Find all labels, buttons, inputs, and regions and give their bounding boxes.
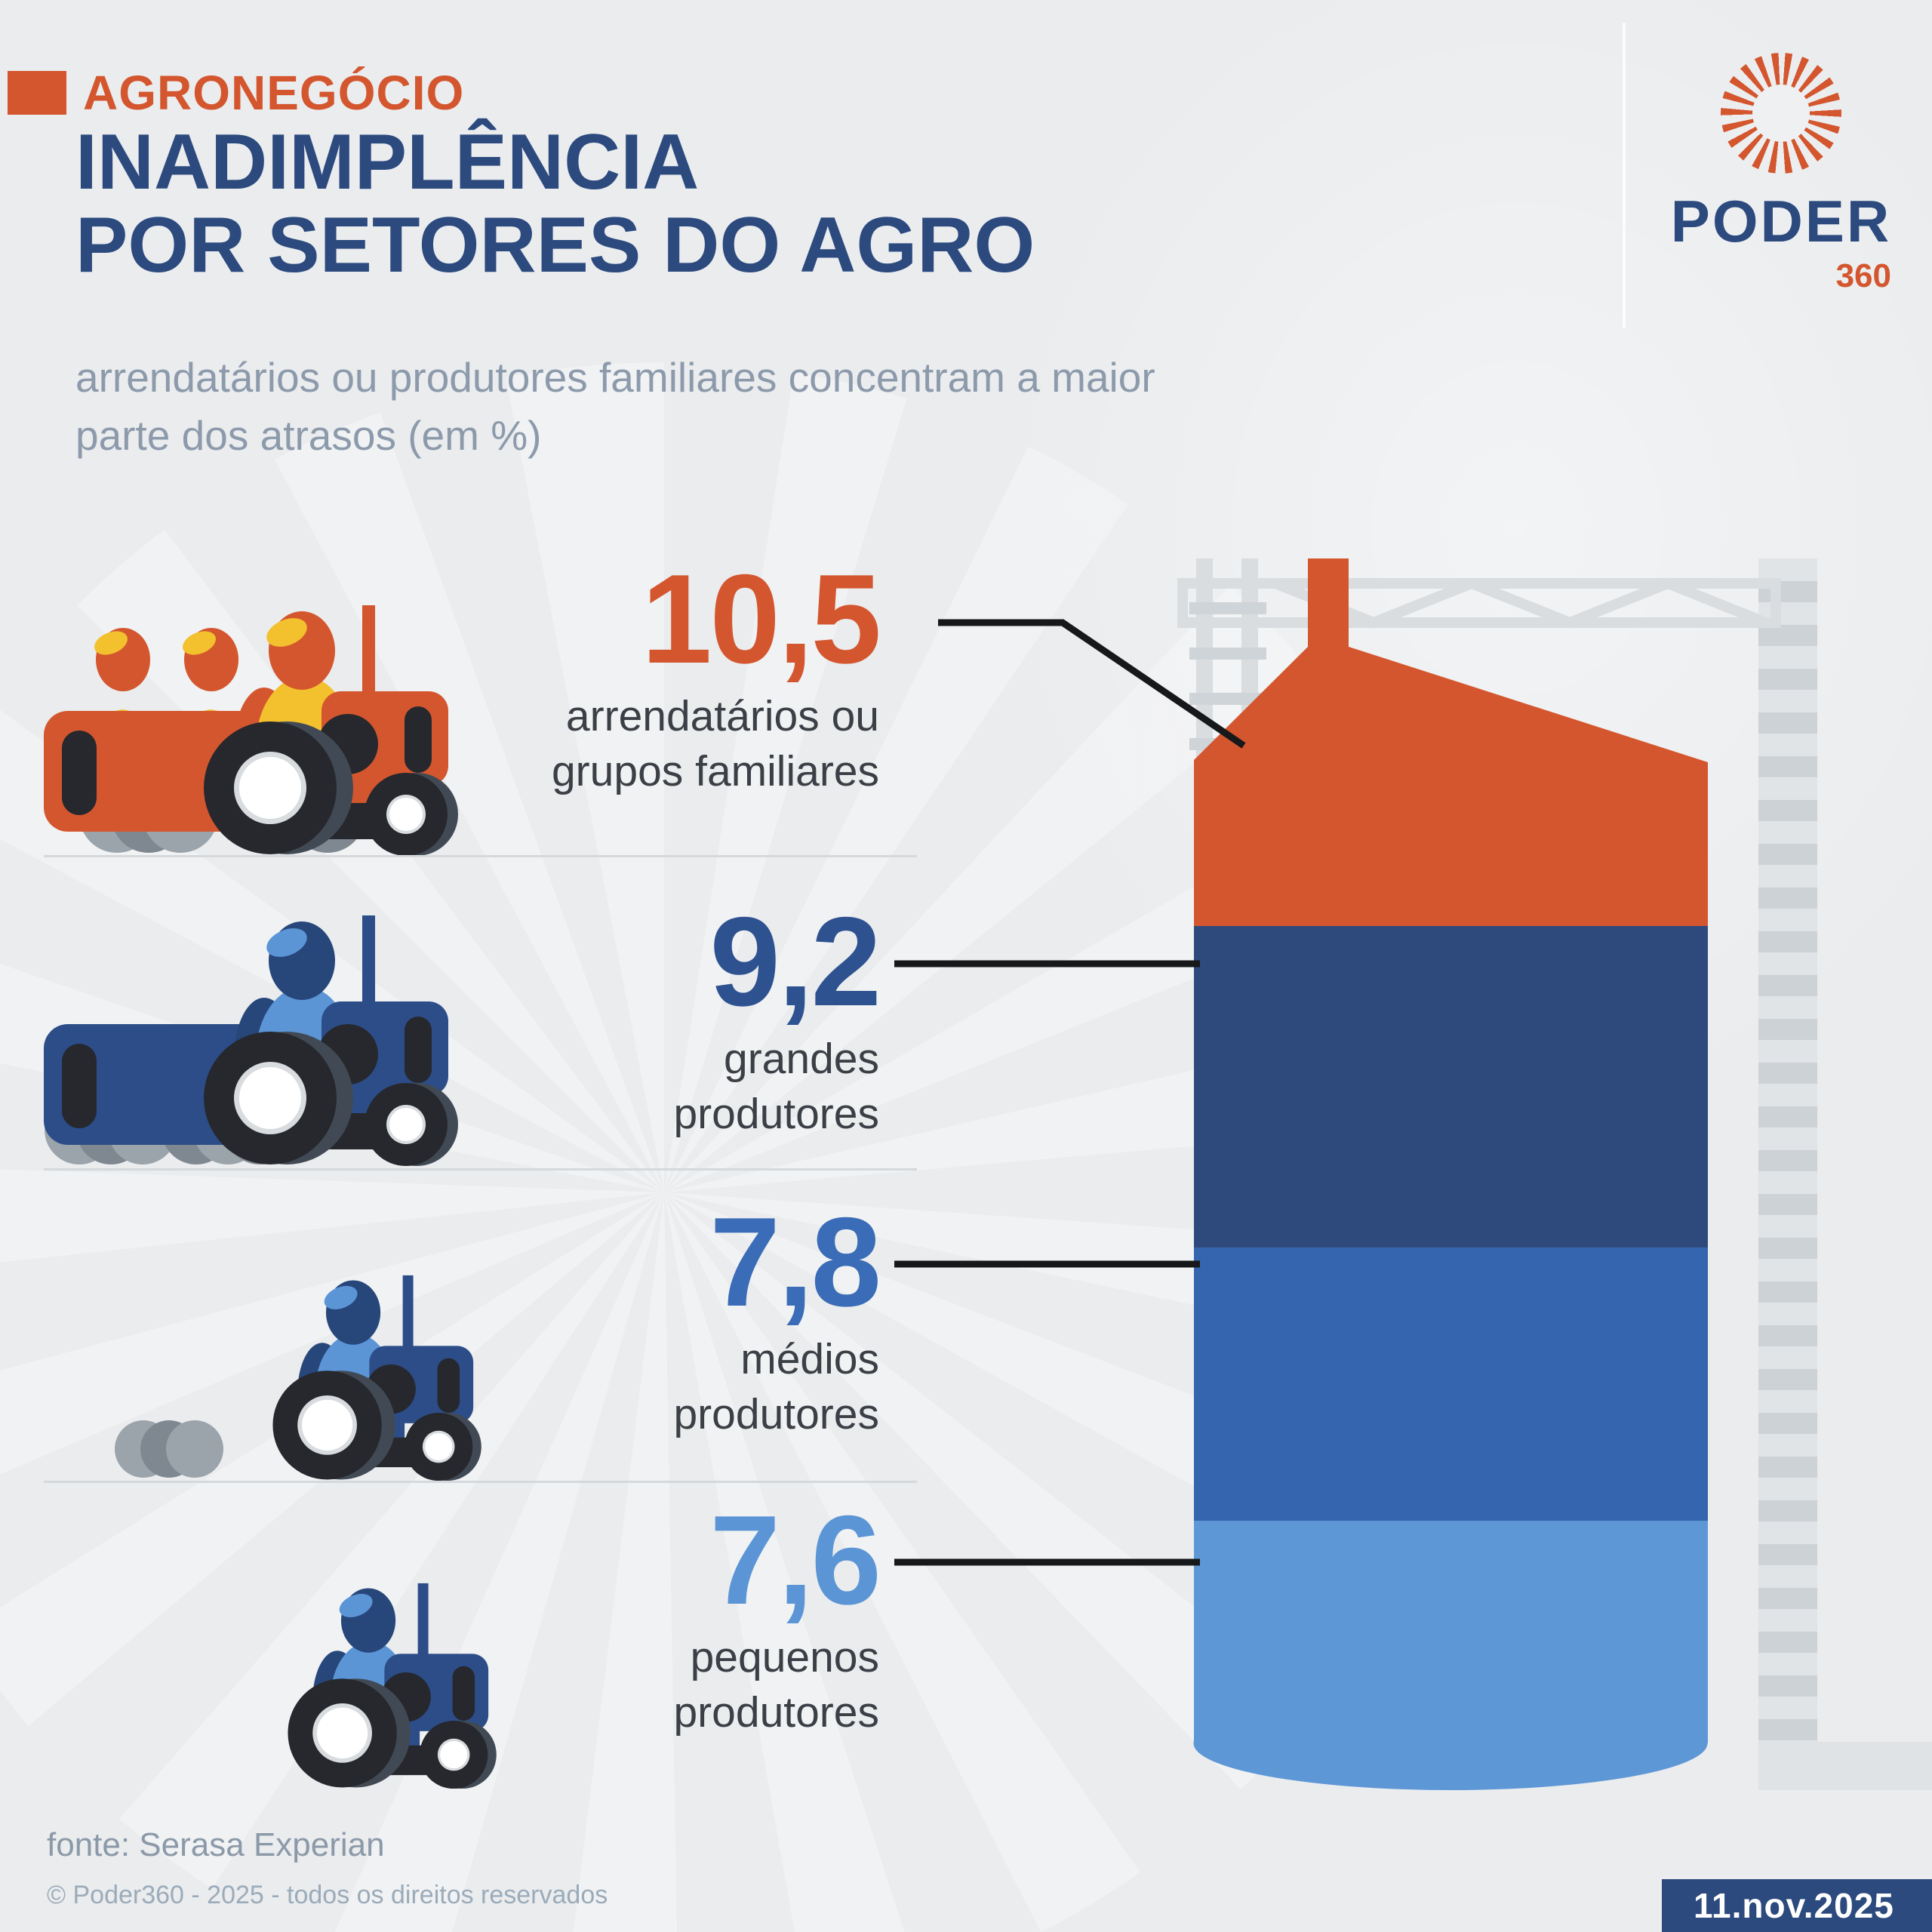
row-grandes: 9,2 grandes produtores (411, 891, 881, 1142)
label-arrendatarios: arrendatários ou grupos familiares (411, 689, 879, 799)
label-arrendatarios-line1: arrendatários ou (565, 692, 879, 740)
copyright-note: © Poder360 - 2025 - todos os direitos re… (47, 1881, 608, 1909)
rollers (115, 1420, 223, 1478)
label-arrendatarios-line2: grupos familiares (551, 747, 879, 795)
sunburst-icon (1721, 53, 1841, 174)
row-divider-2 (44, 1168, 917, 1171)
row-medios: 7,8 médios produtores (411, 1191, 881, 1442)
label-pequenos-line1: pequenos (690, 1633, 879, 1681)
value-grandes: 9,2 (709, 891, 881, 1032)
silo-bottom (1193, 1697, 1708, 1790)
logo-divider (1623, 23, 1626, 328)
value-pequenos: 7,6 (709, 1489, 881, 1631)
kicker-square-icon (8, 71, 66, 115)
tractor-medium-icon (115, 1275, 481, 1481)
source-note: fonte: Serasa Experian (47, 1826, 385, 1863)
label-grandes-line1: grandes (724, 1035, 879, 1083)
row-divider-1 (44, 855, 917, 857)
page-subtitle: arrendatários ou produtores familiares c… (75, 349, 1555, 465)
title-line1: INADIMPLÊNCIA (75, 118, 700, 206)
logo-suffix: 360 (1835, 257, 1891, 294)
tractor-large-icon (44, 915, 458, 1166)
silo-segment-arrendatarios (1194, 558, 1708, 926)
title-line2: POR SETORES DO AGRO (75, 202, 1035, 289)
label-grandes: grandes produtores (411, 1032, 879, 1142)
row-pequenos: 7,6 pequenos produtores (411, 1489, 881, 1740)
logo-wordmark: PODER (1670, 188, 1892, 254)
tractor-family-icon (44, 605, 458, 856)
value-arrendatarios: 10,5 (641, 548, 881, 690)
poder360-logo: PODER 360 (1660, 53, 1902, 295)
silo-segment-grandes (1194, 926, 1708, 1247)
truss-beam (1177, 577, 1781, 629)
row-arrendatarios: 10,5 arrendatários ou grupos familiares (411, 548, 881, 799)
silo-ladder (1758, 558, 1817, 1743)
page-title: INADIMPLÊNCIA POR SETORES DO AGRO (75, 121, 1358, 287)
silo-ladder-foot (1758, 1742, 1932, 1790)
label-medios-line1: médios (740, 1335, 879, 1383)
subtitle-line1: arrendatários ou produtores familiares c… (75, 354, 1155, 401)
label-grandes-line2: produtores (673, 1090, 879, 1138)
kicker: AGRONEGÓCIO (8, 65, 464, 121)
kicker-label: AGRONEGÓCIO (83, 66, 465, 120)
label-medios-line2: produtores (673, 1390, 879, 1438)
date-badge: 11.nov.2025 (1662, 1879, 1932, 1932)
label-pequenos-line2: produtores (673, 1688, 879, 1737)
label-pequenos: pequenos produtores (411, 1630, 879, 1740)
value-medios: 7,8 (709, 1191, 881, 1333)
date-text: 11.nov.2025 (1694, 1886, 1894, 1925)
label-medios: médios produtores (411, 1332, 879, 1442)
silo-chart (1177, 558, 1781, 1790)
subtitle-line2: parte dos atrasos (em %) (75, 412, 542, 459)
silo-segment-medios (1194, 1247, 1708, 1521)
row-divider-3 (44, 1481, 917, 1483)
